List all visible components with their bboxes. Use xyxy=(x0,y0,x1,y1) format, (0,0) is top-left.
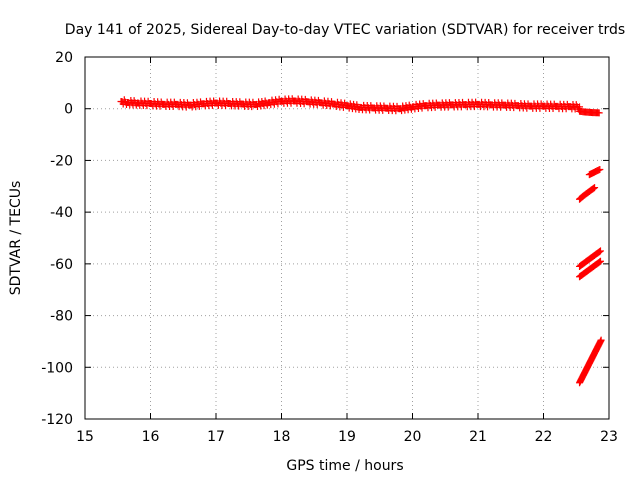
grid-lines xyxy=(85,57,609,419)
series-0 xyxy=(117,95,584,115)
data-point xyxy=(596,257,604,265)
data-point xyxy=(595,109,603,117)
series-3 xyxy=(576,184,599,203)
series-4 xyxy=(576,247,604,270)
series-6 xyxy=(576,336,605,387)
data-point xyxy=(591,184,599,192)
axis-ticks xyxy=(84,56,610,420)
y-tick-label: -40 xyxy=(50,205,73,221)
x-tick-label: 22 xyxy=(535,429,553,445)
y-tick-label: -100 xyxy=(41,360,73,376)
series-2 xyxy=(585,165,604,179)
x-axis-label: GPS time / hours xyxy=(286,458,403,474)
x-tick-label: 16 xyxy=(142,429,160,445)
y-tick-label: -120 xyxy=(41,412,73,428)
data-point xyxy=(596,248,604,256)
x-tick-labels: 15 16 17 18 19 20 21 22 23 xyxy=(76,429,618,445)
x-tick-label: 23 xyxy=(600,429,618,445)
x-tick-label: 21 xyxy=(469,429,487,445)
x-tick-label: 17 xyxy=(207,429,225,445)
series-1 xyxy=(576,107,603,117)
x-tick-label: 18 xyxy=(273,429,291,445)
y-tick-labels: 20 0 -20 -40 -60 -80 -100 -120 xyxy=(41,50,73,428)
y-tick-label: -60 xyxy=(50,257,73,273)
y-tick-label: -80 xyxy=(50,309,73,325)
data-point xyxy=(590,184,598,192)
data-point xyxy=(596,247,604,255)
y-tick-label: 20 xyxy=(55,50,73,66)
series-5 xyxy=(576,257,604,281)
data-point xyxy=(597,336,605,344)
y-tick-label: -20 xyxy=(50,153,73,169)
data-point xyxy=(596,258,604,266)
y-axis-label: SDTVAR / TECUs xyxy=(8,181,24,296)
x-tick-label: 19 xyxy=(338,429,356,445)
x-tick-label: 20 xyxy=(404,429,422,445)
y-tick-label: 0 xyxy=(64,102,73,118)
chart-title: Day 141 of 2025, Sidereal Day-to-day VTE… xyxy=(65,22,625,38)
data-marks xyxy=(117,95,605,387)
data-point xyxy=(596,165,604,173)
x-tick-label: 15 xyxy=(76,429,94,445)
